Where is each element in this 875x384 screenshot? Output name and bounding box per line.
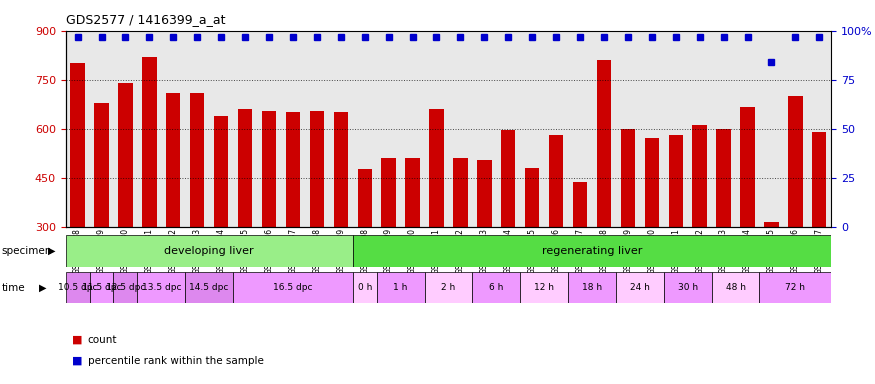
Bar: [788, 96, 802, 227]
Text: 2 h: 2 h: [441, 283, 456, 292]
FancyBboxPatch shape: [568, 272, 616, 303]
Text: 72 h: 72 h: [786, 283, 805, 292]
Text: 12.5 dpc: 12.5 dpc: [106, 283, 145, 292]
FancyBboxPatch shape: [473, 272, 521, 303]
Bar: [238, 109, 252, 227]
FancyBboxPatch shape: [424, 272, 473, 303]
Bar: [333, 112, 348, 227]
Bar: [549, 135, 564, 227]
Text: 10.5 dpc: 10.5 dpc: [58, 283, 97, 292]
Bar: [405, 158, 420, 227]
Text: ▶: ▶: [48, 246, 56, 256]
FancyBboxPatch shape: [376, 272, 424, 303]
Bar: [190, 93, 205, 227]
Bar: [597, 60, 611, 227]
FancyBboxPatch shape: [711, 272, 760, 303]
Text: 16.5 dpc: 16.5 dpc: [273, 283, 312, 292]
Text: 0 h: 0 h: [358, 283, 372, 292]
Bar: [717, 129, 731, 227]
Text: ▶: ▶: [38, 283, 46, 293]
FancyBboxPatch shape: [114, 272, 137, 303]
Text: 48 h: 48 h: [725, 283, 746, 292]
Text: ■: ■: [72, 356, 82, 366]
Bar: [525, 168, 539, 227]
Bar: [143, 57, 157, 227]
Text: 24 h: 24 h: [630, 283, 650, 292]
Bar: [453, 158, 467, 227]
Text: count: count: [88, 335, 117, 345]
Bar: [358, 169, 372, 227]
Bar: [118, 83, 133, 227]
Bar: [477, 160, 492, 227]
Bar: [214, 116, 228, 227]
FancyBboxPatch shape: [186, 272, 233, 303]
FancyBboxPatch shape: [233, 272, 353, 303]
Bar: [620, 129, 635, 227]
Text: regenerating liver: regenerating liver: [542, 246, 642, 256]
Text: time: time: [2, 283, 25, 293]
Bar: [764, 222, 779, 227]
FancyBboxPatch shape: [66, 272, 89, 303]
Bar: [430, 109, 444, 227]
Text: 30 h: 30 h: [677, 283, 697, 292]
FancyBboxPatch shape: [89, 272, 114, 303]
Bar: [262, 111, 276, 227]
Bar: [692, 126, 707, 227]
Bar: [94, 103, 108, 227]
Text: 13.5 dpc: 13.5 dpc: [142, 283, 181, 292]
FancyBboxPatch shape: [137, 272, 186, 303]
Text: percentile rank within the sample: percentile rank within the sample: [88, 356, 263, 366]
FancyBboxPatch shape: [353, 235, 831, 267]
Bar: [668, 135, 682, 227]
Text: specimen: specimen: [2, 246, 52, 256]
Text: 18 h: 18 h: [582, 283, 602, 292]
Text: developing liver: developing liver: [164, 246, 254, 256]
Text: 6 h: 6 h: [489, 283, 503, 292]
Text: 11.5 dpc: 11.5 dpc: [81, 283, 122, 292]
Bar: [70, 63, 85, 227]
FancyBboxPatch shape: [616, 272, 664, 303]
Text: GDS2577 / 1416399_a_at: GDS2577 / 1416399_a_at: [66, 13, 225, 26]
Bar: [382, 158, 396, 227]
Bar: [310, 111, 324, 227]
Bar: [645, 139, 659, 227]
Bar: [286, 112, 300, 227]
FancyBboxPatch shape: [353, 272, 376, 303]
FancyBboxPatch shape: [760, 272, 831, 303]
Bar: [166, 93, 180, 227]
Text: ■: ■: [72, 335, 82, 345]
Bar: [740, 108, 755, 227]
Bar: [501, 130, 515, 227]
FancyBboxPatch shape: [66, 235, 353, 267]
Text: 14.5 dpc: 14.5 dpc: [190, 283, 229, 292]
FancyBboxPatch shape: [521, 272, 568, 303]
FancyBboxPatch shape: [664, 272, 711, 303]
Bar: [573, 182, 587, 227]
Text: 1 h: 1 h: [394, 283, 408, 292]
Text: 12 h: 12 h: [534, 283, 554, 292]
Bar: [812, 132, 827, 227]
